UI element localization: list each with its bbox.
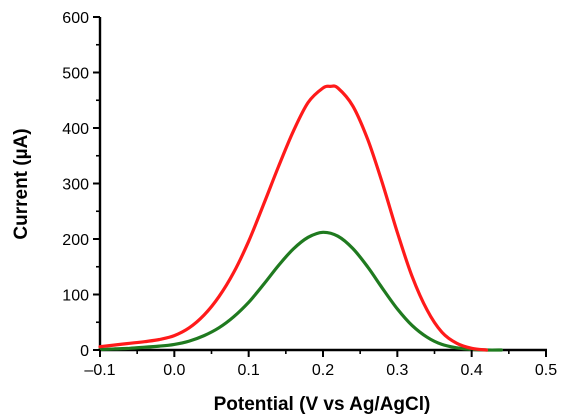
x-axis-title: Potential (V vs Ag/AgCl) bbox=[214, 394, 431, 415]
y-tick-label: 300 bbox=[62, 177, 89, 194]
y-tick-label: 500 bbox=[62, 66, 89, 83]
x-tick-label: 0.5 bbox=[535, 362, 557, 379]
x-tick-label: 0.0 bbox=[163, 362, 185, 379]
y-tick-label: 600 bbox=[62, 10, 89, 27]
x-tick-label: 0.2 bbox=[312, 362, 334, 379]
plot-area bbox=[98, 84, 503, 352]
ticks: –0.1 0.0 0.1 0.2 0.3 0.4 0.5 0 100 200 300 400 500 60… bbox=[62, 10, 557, 379]
y-tick-label: 100 bbox=[62, 288, 89, 305]
series-line-green bbox=[98, 230, 503, 352]
x-tick-label: 0.4 bbox=[461, 362, 483, 379]
axes bbox=[98, 17, 547, 352]
x-tick-label: 0.3 bbox=[386, 362, 408, 379]
x-tick-label: 0.1 bbox=[238, 362, 260, 379]
y-tick-label: 400 bbox=[62, 121, 89, 138]
y-tick-label: 200 bbox=[62, 232, 89, 249]
x-tick-label: –0.1 bbox=[84, 362, 115, 379]
y-axis-title: Current (µA) bbox=[11, 128, 32, 239]
series-line-red bbox=[98, 84, 489, 352]
y-tick-label: 0 bbox=[80, 343, 89, 360]
